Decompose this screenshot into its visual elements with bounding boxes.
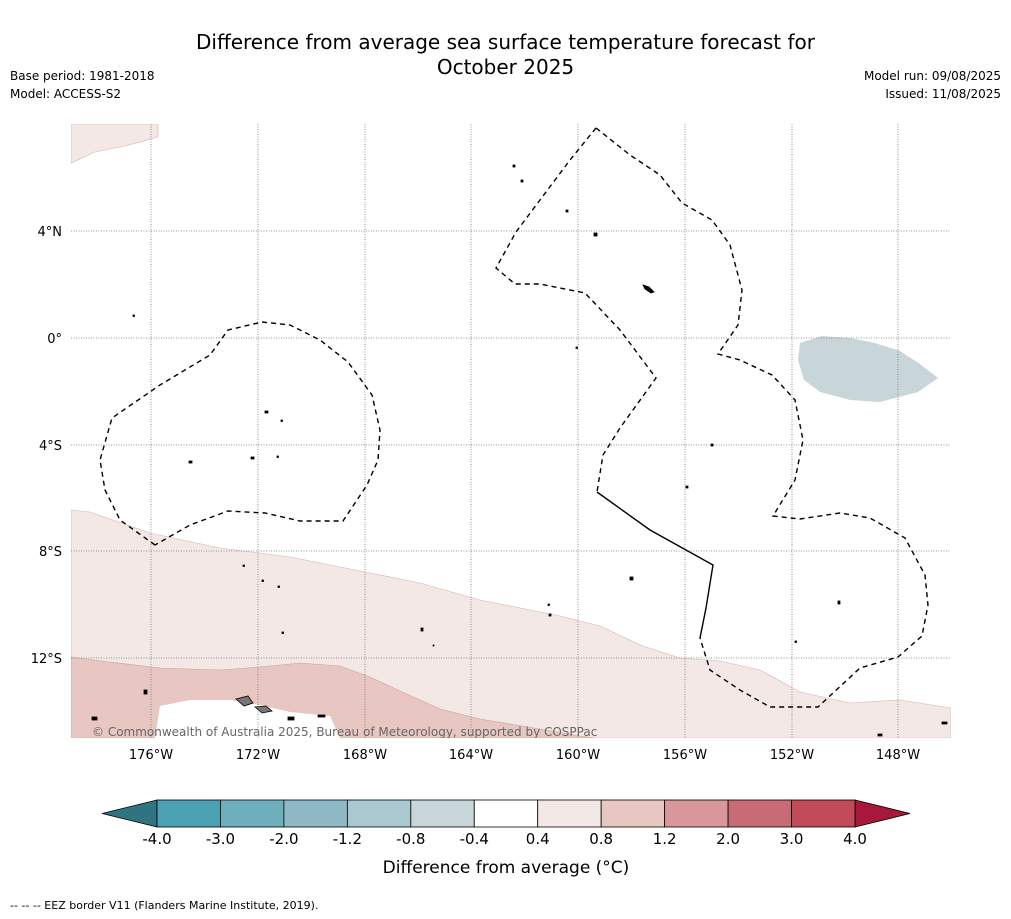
colorbar-tick-label: 0.4 bbox=[526, 830, 550, 848]
model-run: Model run: 09/08/2025 bbox=[863, 69, 1001, 83]
colorbar-tick-label: 0.8 bbox=[589, 830, 613, 848]
colorbar-bin bbox=[220, 799, 285, 828]
colorbar-tick-label: 2.0 bbox=[716, 830, 740, 848]
lat-label-4s: 4°S bbox=[39, 439, 62, 454]
colorbar-tick-label: 3.0 bbox=[780, 830, 804, 848]
colorbar-bin bbox=[791, 799, 856, 828]
lat-label-0: 0° bbox=[47, 332, 62, 347]
colorbar-bin bbox=[156, 799, 221, 828]
eez-borders bbox=[99, 127, 929, 708]
eez-border-kiribati-west bbox=[495, 127, 657, 493]
lat-label-4n: 4°N bbox=[38, 225, 63, 240]
colorbar-tick-label: -1.2 bbox=[333, 830, 362, 848]
anomaly-pocket-white bbox=[155, 700, 340, 738]
colorbar-bin bbox=[600, 799, 666, 828]
map-copyright: © Commonwealth of Australia 2025, Bureau… bbox=[92, 725, 597, 739]
lon-label-172w: 172°W bbox=[236, 748, 280, 763]
lon-label-164w: 164°W bbox=[449, 748, 493, 763]
lon-label-152w: 152°W bbox=[770, 748, 814, 763]
colorbar-bin bbox=[537, 799, 602, 828]
issued-date: Issued: 11/08/2025 bbox=[885, 87, 1001, 101]
eez-border-kiribati-phoenix bbox=[595, 127, 929, 708]
colorbar-tick-label: -4.0 bbox=[142, 830, 171, 848]
base-period: Base period: 1981-2018 bbox=[10, 69, 155, 83]
colorbar-tick-label: -0.8 bbox=[396, 830, 425, 848]
lat-label-12s: 12°S bbox=[31, 652, 62, 667]
meta-right: Model run: 09/08/2025 Issued: 11/08/2025 bbox=[864, 67, 1001, 103]
colorbar-tick-label: 1.2 bbox=[653, 830, 677, 848]
islands bbox=[91, 164, 948, 737]
anomaly-region-light-warm-north bbox=[71, 124, 159, 164]
lon-label-148w: 148°W bbox=[876, 748, 920, 763]
longitude-labels: 176°W 172°W 168°W 164°W 160°W 156°W 152°… bbox=[129, 748, 920, 763]
colorbar-bin bbox=[346, 799, 412, 828]
lon-label-156w: 156°W bbox=[663, 748, 707, 763]
colorbar-bin bbox=[664, 799, 729, 828]
colorbar-bin bbox=[473, 799, 539, 828]
sst-anomaly-map: © Commonwealth of Australia 2025, Bureau… bbox=[31, 124, 951, 878]
eez-border-tokelau bbox=[99, 321, 381, 546]
colorbar-bin bbox=[283, 799, 348, 828]
colorbar: -4.0 -3.0 -2.0 -1.2 -0.8 -0.4 0.4 0.8 1.2 2.0 3.0 4… bbox=[101, 799, 911, 878]
colorbar-under-arrow bbox=[101, 799, 158, 828]
latitude-labels: 4°N 0° 4°S 8°S 12°S bbox=[31, 225, 62, 667]
eez-border-solid-segment bbox=[596, 491, 714, 639]
map-graticule bbox=[71, 124, 951, 738]
colorbar-tick-label: 4.0 bbox=[843, 830, 867, 848]
map-title-line2: October 2025 bbox=[436, 55, 575, 79]
colorbar-tick-label: -3.0 bbox=[206, 830, 235, 848]
model-name: Model: ACCESS-S2 bbox=[10, 87, 122, 101]
map-plot-area: © Commonwealth of Australia 2025, Bureau… bbox=[71, 124, 951, 739]
anomaly-region-light-cool bbox=[798, 336, 938, 402]
lon-label-160w: 160°W bbox=[556, 748, 600, 763]
colorbar-bin bbox=[727, 799, 792, 828]
colorbar-tick-label: -2.0 bbox=[269, 830, 298, 848]
map-title: Difference from average sea surface temp… bbox=[0, 30, 1011, 80]
map-title-line1: Difference from average sea surface temp… bbox=[195, 30, 815, 54]
colorbar-label: Difference from average (°C) bbox=[383, 858, 630, 878]
colorbar-bin bbox=[410, 799, 475, 828]
lon-label-168w: 168°W bbox=[343, 748, 387, 763]
colorbar-over-arrow bbox=[854, 799, 911, 828]
lon-label-176w: 176°W bbox=[129, 748, 173, 763]
lat-label-8s: 8°S bbox=[39, 545, 62, 560]
colorbar-tick-label: -0.4 bbox=[460, 830, 489, 848]
meta-left: Base period: 1981-2018 Model: ACCESS-S2 bbox=[10, 67, 155, 103]
eez-footnote: -- -- -- EEZ border V11 (Flanders Marine… bbox=[10, 899, 319, 912]
